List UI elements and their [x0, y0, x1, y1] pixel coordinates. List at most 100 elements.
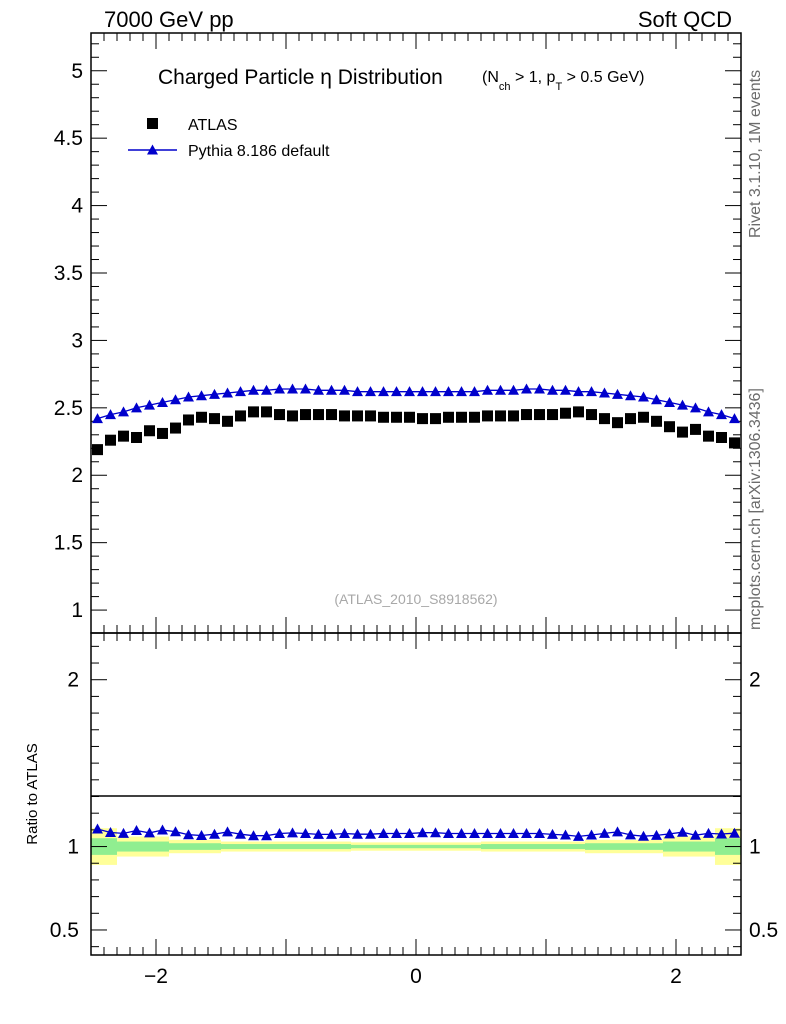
ratio-data-point [313, 828, 324, 839]
ratio-data-point [443, 828, 454, 839]
pythia-data-point [144, 399, 155, 410]
atlas-data-point [287, 410, 298, 422]
ratio-data-point [339, 828, 350, 839]
atlas-data-point [235, 410, 246, 422]
ratio-data-point [534, 828, 545, 839]
atlas-data-point [573, 406, 584, 418]
ratio-data-point [118, 827, 129, 838]
pythia-data-point [274, 383, 285, 394]
atlas-data-point [586, 409, 597, 421]
ratio-y-tick-label-right: 2 [749, 669, 761, 692]
pythia-data-point [391, 386, 402, 397]
ratio-data-point [573, 830, 584, 841]
pythia-data-point [183, 391, 194, 402]
pythia-data-point [638, 391, 649, 402]
x-tick-label: 0 [410, 965, 422, 988]
ratio-data-point [690, 829, 701, 840]
pythia-data-point [586, 386, 597, 397]
ratio-data-point [612, 826, 623, 837]
ratio-y-tick-labels: 0.5 0.5 1 1 2 2 [50, 669, 778, 942]
plot-title-main: Charged Particle η Distribution [158, 66, 443, 89]
pythia-data-point [105, 409, 116, 420]
x-tick-label: −2 [144, 965, 168, 988]
pythia-data-point [404, 386, 415, 397]
ratio-data-point [144, 827, 155, 838]
atlas-data-point [469, 411, 480, 423]
ratio-y-tick-label-left: 2 [67, 669, 79, 692]
ratio-inner-band [481, 844, 585, 850]
atlas-data-point [222, 415, 233, 427]
atlas-data-point [456, 411, 467, 423]
ratio-data-markers [92, 823, 740, 841]
main-y-tick-label: 4 [71, 195, 83, 218]
ratio-data-point [495, 828, 506, 839]
atlas-data-point [664, 421, 675, 433]
pythia-data-point [300, 383, 311, 394]
plot-title-cuts: (Nch > 1, pT > 0.5 GeV) [482, 69, 644, 93]
atlas-data-point [261, 406, 272, 418]
atlas-data-point [326, 409, 337, 421]
x-tick-labels: −2 0 2 [144, 965, 682, 988]
atlas-data-point [612, 417, 623, 429]
pythia-data-point [170, 394, 181, 405]
atlas-data-point [482, 410, 493, 422]
atlas-data-point [170, 422, 181, 434]
ratio-data-point [131, 825, 142, 836]
atlas-data-point [118, 430, 129, 442]
atlas-data-point [638, 411, 649, 423]
pythia-data-point [716, 409, 727, 420]
atlas-data-point [625, 413, 636, 425]
pythia-data-point [534, 383, 545, 394]
ratio-data-point [729, 827, 740, 838]
title-cuts-part3: > 0.5 GeV) [562, 69, 644, 86]
atlas-data-point [131, 431, 142, 443]
ratio-data-point [469, 828, 480, 839]
ratio-data-point [430, 827, 441, 838]
pythia-data-point [547, 384, 558, 395]
atlas-data-point [391, 411, 402, 423]
pythia-data-point [677, 399, 688, 410]
pythia-data-point [521, 383, 532, 394]
ratio-data-point [157, 824, 168, 835]
ratio-data-point [235, 828, 246, 839]
ratio-y-tick-label-left: 1 [67, 836, 79, 859]
pythia-data-point [261, 384, 272, 395]
ratio-data-point [716, 828, 727, 839]
pythia-data-point [664, 396, 675, 407]
title-cuts-part2: > 1, p [511, 69, 556, 86]
ratio-plot-frame [90, 632, 742, 956]
ratio-data-point [274, 828, 285, 839]
atlas-data-point [157, 427, 168, 439]
ratio-inner-band [117, 841, 169, 852]
atlas-data-point [443, 411, 454, 423]
main-y-tick-label: 1.5 [54, 532, 83, 555]
ratio-plot-panel: 0.5 0.5 1 1 2 2 −2 0 2 Ratio to ATLAS [24, 632, 778, 988]
ratio-data-point [365, 828, 376, 839]
header-process-label: Soft QCD [637, 7, 732, 32]
ratio-data-point [664, 828, 675, 839]
ratio-data-point [170, 826, 181, 837]
pythia-data-point [326, 384, 337, 395]
main-y-tick-label: 4.5 [54, 127, 83, 150]
ratio-data-point [352, 828, 363, 839]
title-cuts-sub-t: T [555, 81, 562, 93]
atlas-data-point [417, 413, 428, 425]
ratio-data-point [300, 828, 311, 839]
pythia-data-point [248, 384, 259, 395]
pythia-data-point [612, 388, 623, 399]
atlas-data-point [716, 431, 727, 443]
pythia-data-point [495, 384, 506, 395]
atlas-data-point [313, 409, 324, 421]
ratio-data-point [222, 826, 233, 837]
legend-atlas-label: ATLAS [188, 117, 238, 134]
ratio-data-point [677, 826, 688, 837]
main-y-tick-label: 2.5 [54, 397, 83, 420]
pythia-data-point [417, 386, 428, 397]
ratio-data-point [586, 829, 597, 840]
ratio-data-point [404, 828, 415, 839]
ratio-data-point [456, 828, 467, 839]
ratio-data-point [651, 829, 662, 840]
atlas-data-point [729, 437, 740, 449]
atlas-data-point [183, 414, 194, 426]
